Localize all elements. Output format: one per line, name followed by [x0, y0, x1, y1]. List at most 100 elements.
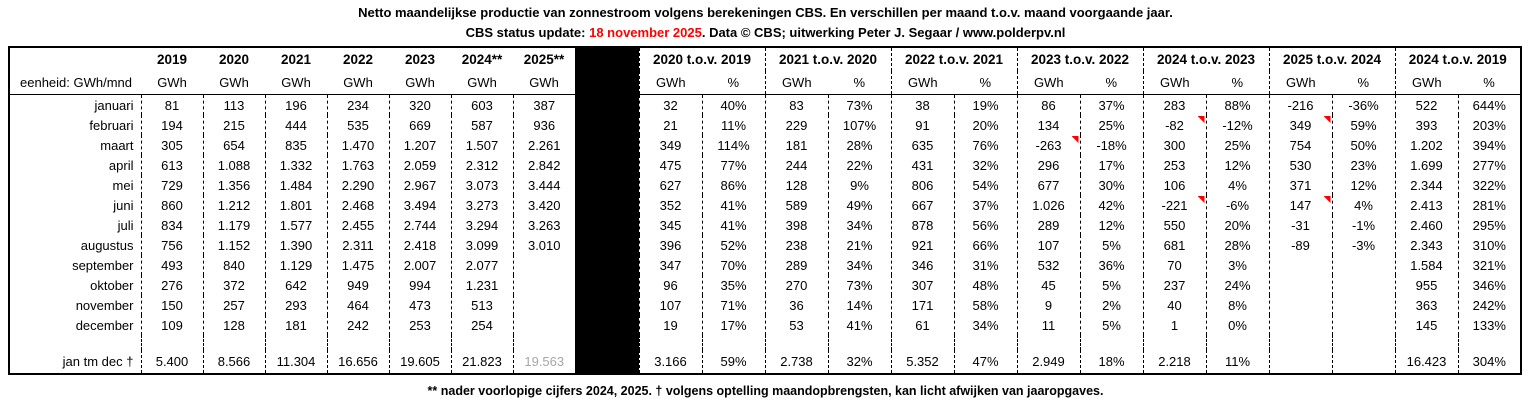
year-value-cell: 3.494: [388, 195, 451, 215]
year-value-cell: 3.294: [450, 215, 513, 235]
comparison-subheader-pct: %: [1105, 75, 1118, 90]
year-value-cell: 181: [264, 315, 327, 335]
comparison-value-cell: 345: [638, 215, 702, 235]
comparison-value-cell: 237: [1142, 275, 1206, 295]
year-value-cell: 8.566: [202, 350, 265, 374]
year-value-cell: 1.152: [202, 235, 265, 255]
comparison-value-cell: 73%: [827, 275, 891, 295]
comparison-value-cell: [1142, 335, 1206, 350]
comparison-value-cell: 1.202: [1394, 135, 1458, 155]
year-value-cell: 109: [140, 315, 203, 335]
year-value-cell: 2.312: [450, 155, 513, 175]
year-value-cell: 2.744: [388, 215, 451, 235]
comparison-value-cell: 321%: [1457, 255, 1521, 275]
comparison-value-cell: 16.423: [1394, 350, 1458, 374]
comparison-value-cell: 36: [764, 295, 828, 315]
comparison-value-cell: 300: [1142, 135, 1206, 155]
year-value-cell: 613: [140, 155, 203, 175]
year-value-cell: [450, 335, 513, 350]
year-subheader-gwh: GWh: [343, 75, 373, 90]
comparison-value-cell: 20%: [953, 115, 1017, 135]
comparison-subheader-pct: %: [979, 75, 992, 90]
comparison-value-cell: 644%: [1457, 94, 1521, 115]
year-value-cell: 2.967: [388, 175, 451, 195]
comparison-value-cell: -3%: [1331, 235, 1395, 255]
comparison-value-cell: 52%: [701, 235, 765, 255]
year-value-cell: 535: [326, 115, 389, 135]
comparison-value-cell: 349: [1268, 115, 1332, 135]
comparison-value-cell: 0%: [1205, 315, 1269, 335]
comparison-value-cell: 522: [1394, 94, 1458, 115]
comparison-value-cell: 45: [1016, 275, 1080, 295]
comparison-value-cell: [1016, 335, 1080, 350]
month-label: mei: [112, 177, 134, 193]
year-value-cell: 949: [326, 275, 389, 295]
comparison-value-cell: 3%: [1205, 255, 1269, 275]
separator-block: [575, 255, 639, 275]
comparison-value-cell: 229: [764, 115, 828, 135]
year-value-cell: 1.088: [202, 155, 265, 175]
comparison-value-cell: 91: [890, 115, 954, 135]
comparison-value-cell: 50%: [1331, 135, 1395, 155]
table-row: maart 305 654 835 1.470 1.207 1.507 2.261 349 114…: [9, 135, 1521, 155]
month-label: juni: [113, 197, 134, 213]
year-value-cell: 587: [450, 115, 513, 135]
table-row: april 613 1.088 1.332 1.763 2.059 2.312 2.842 47…: [9, 155, 1521, 175]
comparison-value-cell: 40: [1142, 295, 1206, 315]
comparison-value-cell: 304%: [1457, 350, 1521, 374]
month-label: jan tm dec †: [62, 354, 134, 369]
comparison-value-cell: 88%: [1205, 94, 1269, 115]
comparison-value-cell: 921: [890, 235, 954, 255]
comparison-value-cell: 396: [638, 235, 702, 255]
comparison-value-cell: 5%: [1079, 235, 1143, 255]
comparison-value-cell: 25%: [1205, 135, 1269, 155]
comparison-subheader-gwh: GWh: [1016, 71, 1080, 95]
comparison-value-cell: 23%: [1331, 155, 1395, 175]
year-value-cell: [388, 335, 451, 350]
separator-block: [575, 295, 639, 315]
comparison-value-cell: 66%: [953, 235, 1017, 255]
comparison-value-cell: 59%: [701, 350, 765, 374]
year-value-cell: 1.231: [450, 275, 513, 295]
comparison-value-cell: [1331, 275, 1395, 295]
year-value-cell: 254: [450, 315, 513, 335]
year-value-cell: 2.468: [326, 195, 389, 215]
separator-block: [575, 195, 639, 215]
comparison-value-cell: 28%: [827, 135, 891, 155]
comparison-value-cell: 53: [764, 315, 828, 335]
comparison-value-cell: 310%: [1457, 235, 1521, 255]
year-value-cell: 305: [140, 135, 203, 155]
table-row: augustus 756 1.152 1.390 2.311 2.418 3.099 3.01…: [9, 235, 1521, 255]
year-value-cell: 1.763: [326, 155, 389, 175]
comparison-value-cell: 28%: [1205, 235, 1269, 255]
comparison-value-cell: [764, 335, 828, 350]
year-value-cell: 756: [140, 235, 203, 255]
separator-block: [575, 47, 639, 95]
separator-block: [575, 115, 639, 135]
year-header-2024: 2024**: [461, 52, 503, 67]
year-value-cell: 464: [326, 295, 389, 315]
year-value-cell: 669: [388, 115, 451, 135]
comparison-value-cell: 83: [764, 94, 828, 115]
comparison-value-cell: 5.352: [890, 350, 954, 374]
comparison-value-cell: 96: [638, 275, 702, 295]
comparison-value-cell: 9%: [827, 175, 891, 195]
year-value-cell: 1.577: [264, 215, 327, 235]
comparison-value-cell: 24%: [1205, 275, 1269, 295]
comparison-value-cell: [1268, 295, 1332, 315]
year-value-cell: 2.007: [388, 255, 451, 275]
comparison-value-cell: 9: [1016, 295, 1080, 315]
comparison-value-cell: 181: [764, 135, 828, 155]
comparison-value-cell: 4%: [1205, 175, 1269, 195]
month-label: maart: [100, 137, 134, 153]
year-value-cell: [512, 275, 575, 295]
comparison-value-cell: 681: [1142, 235, 1206, 255]
table-row: juni 860 1.212 1.801 2.468 3.494 3.273 3.420 352…: [9, 195, 1521, 215]
month-label: december: [75, 317, 134, 333]
year-value-cell: 5.400: [140, 350, 203, 374]
comparison-value-cell: 76%: [953, 135, 1017, 155]
year-value-cell: 473: [388, 295, 451, 315]
comparison-value-cell: 133%: [1457, 315, 1521, 335]
year-value-cell: 936: [512, 115, 575, 135]
comparison-value-cell: 21: [638, 115, 702, 135]
